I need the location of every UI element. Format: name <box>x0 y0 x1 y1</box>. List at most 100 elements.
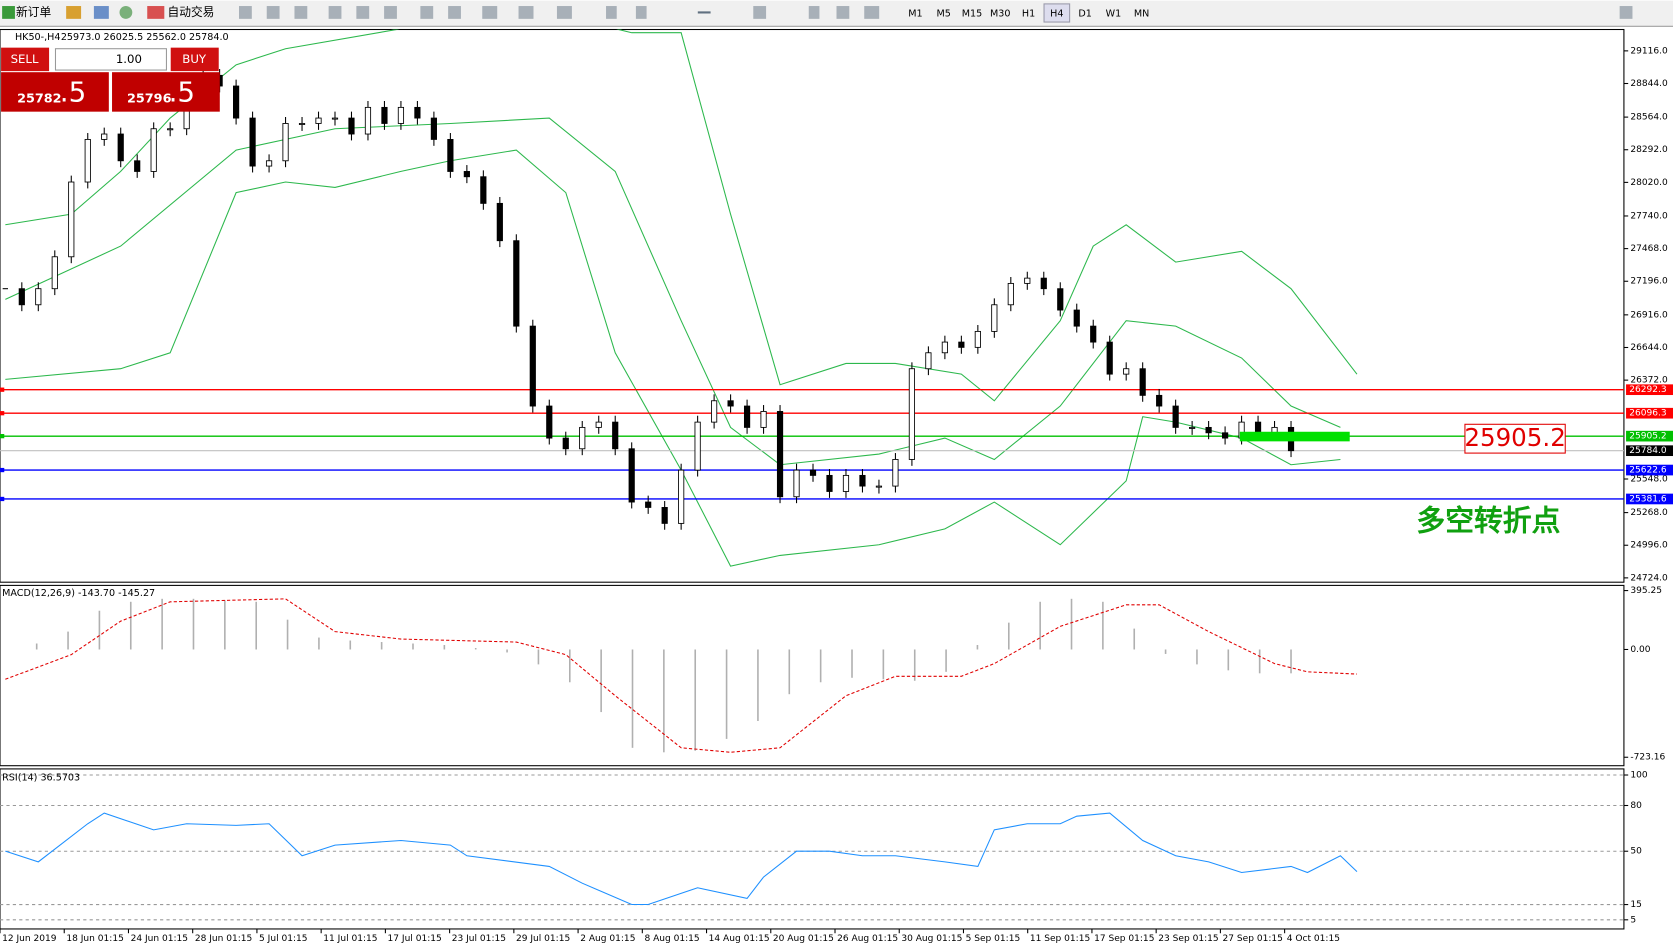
y-tick-label: 27468.0 <box>1630 244 1668 254</box>
candle <box>529 325 536 407</box>
auto-trading-button[interactable]: 自动交易 <box>168 5 215 19</box>
toolbar-icon[interactable] <box>864 6 880 19</box>
level-tag-label: 26096.3 <box>1629 409 1667 419</box>
rsi-title: RSI(14) 36.5703 <box>2 772 80 783</box>
y-tick-label: 50 <box>1630 847 1642 857</box>
toolbar-icon[interactable] <box>836 6 850 19</box>
y-tick-label: 28292.0 <box>1630 145 1668 155</box>
candle <box>1172 405 1179 428</box>
toolbar-icon[interactable] <box>556 6 572 19</box>
candle <box>991 304 998 332</box>
y-tick-label: 5 <box>1630 915 1636 925</box>
x-tick-label: 8 Aug 01:15 <box>644 934 699 944</box>
candle <box>908 368 916 460</box>
candle <box>1156 394 1163 407</box>
toolbar-icon[interactable] <box>518 6 534 19</box>
ask-fraction[interactable]: .5 <box>169 76 195 109</box>
x-tick-label: 20 Aug 01:15 <box>773 934 834 944</box>
candle <box>1123 368 1130 375</box>
level-tag-label: 25905.2 <box>1629 432 1666 442</box>
candle <box>1205 426 1212 434</box>
toolbar-icon[interactable] <box>328 6 342 19</box>
toolbar-icon[interactable] <box>420 6 434 19</box>
series-line <box>5 598 1357 753</box>
toolbar-icon[interactable] <box>266 6 280 19</box>
y-tick-label: 26372.0 <box>1630 376 1668 386</box>
timeframe-active <box>1043 3 1071 23</box>
timeframe-button[interactable]: M1 <box>908 9 922 20</box>
y-tick-label: 100 <box>1630 771 1648 781</box>
candle <box>265 160 273 167</box>
search-icon[interactable] <box>1619 6 1633 19</box>
toolbar-icon[interactable] <box>66 6 82 19</box>
annotation-price: 25905.2 <box>1464 423 1565 452</box>
series-line <box>5 812 1358 906</box>
sell-label[interactable]: SELL <box>11 52 39 66</box>
buy-label[interactable]: BUY <box>182 52 207 66</box>
buy-button[interactable] <box>170 47 219 72</box>
timeframe-button[interactable]: M15 <box>962 9 983 20</box>
candle <box>645 501 652 508</box>
timeframe-button[interactable]: H1 <box>1022 9 1035 20</box>
toolbar-icons <box>239 6 1633 19</box>
toolbar-icon[interactable] <box>753 6 767 19</box>
x-tick-label: 17 Jul 01:15 <box>388 934 442 944</box>
rsi-pane <box>0 768 1625 930</box>
toolbar-icon[interactable] <box>239 6 252 19</box>
toolbar-icon[interactable] <box>697 11 711 14</box>
level-tag <box>1626 384 1673 396</box>
candle <box>397 106 405 124</box>
toolbar-icon[interactable] <box>448 6 461 19</box>
x-tick-label: 26 Aug 01:15 <box>837 934 898 944</box>
x-tick-label: 23 Jul 01:15 <box>452 934 506 944</box>
bid-box[interactable] <box>1 72 109 112</box>
candle <box>134 160 141 172</box>
level-tag <box>1626 493 1673 505</box>
level-tag-label: 26292.3 <box>1629 385 1667 395</box>
candle <box>480 176 487 204</box>
toolbar-icon[interactable] <box>93 6 109 19</box>
y-tick-label: 26644.0 <box>1630 343 1668 353</box>
ask-box[interactable] <box>112 72 220 112</box>
lots-input[interactable] <box>54 48 167 71</box>
candle <box>1007 282 1014 306</box>
toolbar-icon[interactable] <box>808 6 820 19</box>
candle <box>1221 432 1229 439</box>
new-order-icon[interactable] <box>2 6 15 19</box>
toolbar-icon[interactable] <box>294 6 308 19</box>
lots-value[interactable]: 1.00 <box>116 52 142 66</box>
timeframe-button[interactable]: MN <box>1134 9 1149 20</box>
bid-price[interactable]: 25782 <box>17 91 62 106</box>
sell-button[interactable] <box>1 47 50 72</box>
candle <box>513 240 520 327</box>
candle <box>249 117 256 167</box>
timeframe-button[interactable]: W1 <box>1106 9 1122 20</box>
timeframe-button[interactable]: M30 <box>990 9 1010 20</box>
new-order-button[interactable]: 新订单 <box>16 5 51 19</box>
auto-trading-icon[interactable] <box>147 6 165 19</box>
toolbar-icon[interactable] <box>606 6 617 19</box>
toolbar-icon[interactable] <box>482 6 498 19</box>
level-tag <box>1626 464 1673 476</box>
timeframe-button[interactable]: M5 <box>937 9 951 20</box>
candle <box>941 341 948 354</box>
timeframe-button[interactable]: H4 <box>1050 9 1063 20</box>
bid-fraction[interactable]: .5 <box>60 76 86 109</box>
level-marker <box>0 496 5 502</box>
x-tick-label: 5 Sep 01:15 <box>966 934 1021 944</box>
ask-price[interactable]: 25796 <box>127 91 172 106</box>
y-tick-label: 24996.0 <box>1630 541 1668 551</box>
candle <box>315 117 322 124</box>
y-tick-label: 27196.0 <box>1630 277 1668 287</box>
candle <box>1040 277 1047 290</box>
toolbar-icon[interactable] <box>356 6 370 19</box>
toolbar-icon[interactable] <box>384 6 397 19</box>
ohlc-values: 25973.0 26025.5 25562.0 25784.0 <box>61 32 229 43</box>
x-tick-label: 11 Jul 01:15 <box>323 934 377 944</box>
candle <box>117 133 124 162</box>
toolbar-icon[interactable] <box>119 6 133 19</box>
toolbar-icon[interactable] <box>635 6 647 19</box>
candle <box>562 437 569 450</box>
timeframe-button[interactable]: D1 <box>1078 9 1092 20</box>
